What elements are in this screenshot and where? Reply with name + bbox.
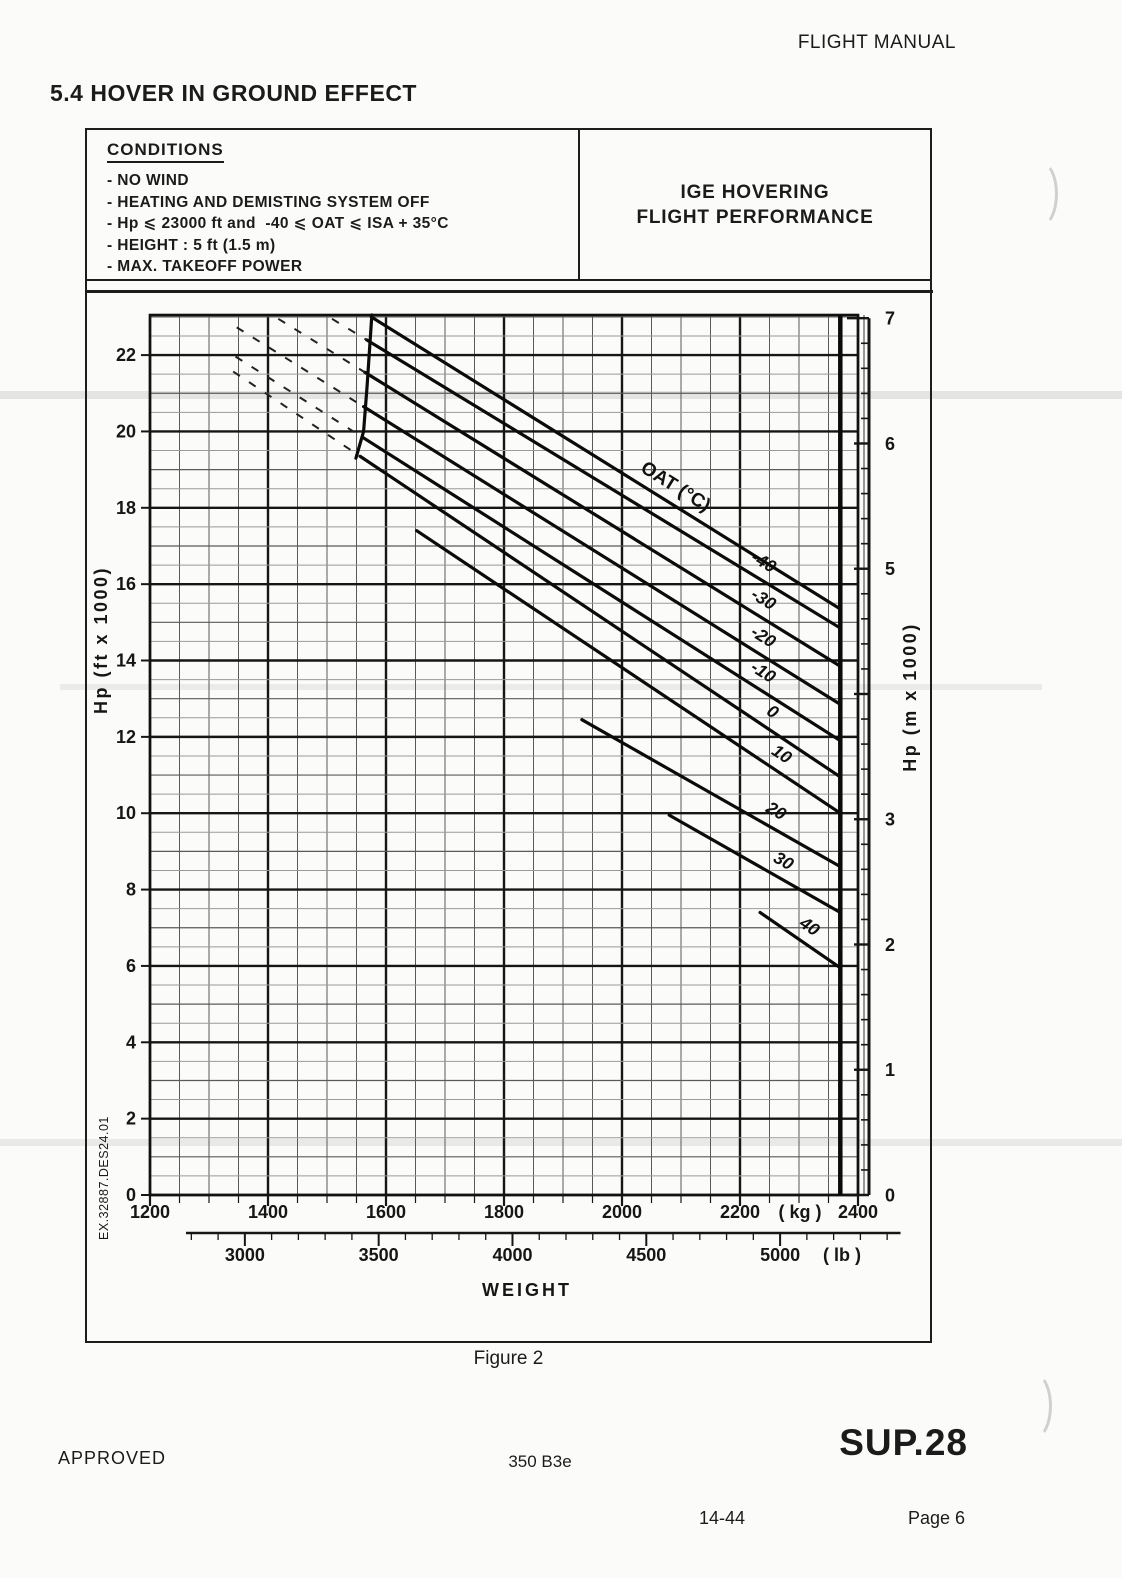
page-number: Page 6 — [907, 1508, 965, 1528]
scan-artifact — [1016, 1372, 1052, 1440]
conditions-row: CONDITIONS - NO WIND - HEATING AND DEMIS… — [87, 130, 930, 281]
condition-item: - HEATING AND DEMISTING SYSTEM OFF — [107, 193, 430, 211]
document-title: FLIGHT MANUAL — [797, 32, 956, 53]
chart-title-line2: FLIGHT PERFORMANCE — [636, 206, 874, 228]
chart-title-line1: IGE HOVERING — [680, 181, 830, 203]
condition-item: - HEIGHT : 5 ft (1.5 m) — [107, 236, 276, 254]
figure-caption: Figure 2 — [473, 1348, 544, 1369]
figure-frame: CONDITIONS - NO WIND - HEATING AND DEMIS… — [84, 128, 933, 1343]
conditions-title: CONDITIONS — [107, 140, 224, 163]
scan-artifact — [1022, 160, 1058, 228]
condition-item: - NO WIND — [107, 172, 189, 189]
condition-item: - MAX. TAKEOFF POWER — [107, 258, 303, 275]
chart-title-panel: IGE HOVERING FLIGHT PERFORMANCE — [580, 130, 930, 279]
aircraft-model: 350 B3e — [508, 1452, 572, 1471]
chapter-page-number: 14-44 — [698, 1508, 746, 1528]
approved-label: APPROVED — [58, 1448, 167, 1468]
section-title: 5.4 HOVER IN GROUND EFFECT — [50, 80, 417, 106]
supplement-number: SUP.28 — [839, 1422, 968, 1463]
condition-item: - Hp ⩽ 23000 ft and -40 ⩽ OAT ⩽ ISA + 35… — [107, 215, 449, 232]
conditions-box: CONDITIONS - NO WIND - HEATING AND DEMIS… — [87, 130, 580, 279]
divider-rule — [84, 290, 933, 293]
document-reference: EX.32887.DES24.01 — [97, 1116, 111, 1240]
